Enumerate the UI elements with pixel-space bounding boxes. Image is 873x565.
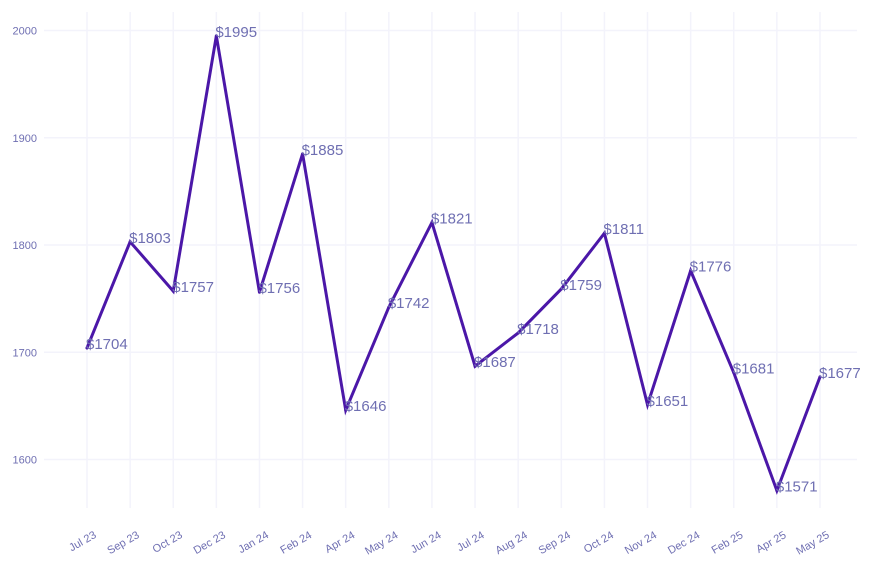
data-point: [387, 305, 391, 309]
data-point: [171, 289, 175, 293]
data-point: [473, 364, 477, 368]
data-point: [85, 346, 89, 350]
series: [85, 34, 822, 495]
x-tick-label: Jul 24: [455, 529, 486, 554]
x-tick-label: Jun 24: [409, 529, 444, 556]
data-label: $1776: [690, 259, 732, 276]
y-tick-label: 2000: [13, 26, 37, 38]
x-tick-label: Apr 24: [323, 529, 357, 556]
data-point: [732, 371, 736, 375]
data-point: [214, 34, 218, 38]
data-point: [818, 375, 822, 379]
data-label: $1687: [474, 354, 516, 371]
data-label: $1995: [215, 24, 257, 41]
x-tick-label: Jul 23: [67, 529, 98, 554]
x-tick-label: Feb 25: [710, 529, 746, 557]
y-tick-label: 1600: [13, 455, 37, 467]
x-tick-label: May 24: [363, 529, 400, 557]
data-label: $1704: [86, 336, 128, 353]
data-labels: $1704 $1803 $1757 $1995 $1756 $1885 $1646 $1742…: [86, 24, 861, 496]
x-tick-label: Sep 24: [537, 529, 573, 557]
x-tick-label: Dec 23: [192, 529, 228, 557]
data-label: $1821: [431, 210, 473, 227]
x-tick-label: Dec 24: [666, 529, 702, 557]
x-tick-label: Feb 24: [278, 529, 314, 557]
data-label: $1651: [647, 393, 689, 410]
x-tick-label: Aug 24: [493, 529, 529, 557]
data-label: $1571: [776, 479, 818, 496]
data-point: [559, 287, 563, 291]
y-tick-label: 1900: [13, 133, 37, 145]
data-point: [689, 269, 693, 273]
data-point: [430, 220, 434, 224]
data-label: $1756: [258, 280, 300, 297]
data-label: $1646: [345, 398, 387, 415]
series-line: [85, 35, 822, 495]
y-tick-label: 1800: [13, 240, 37, 252]
data-label: $1803: [129, 230, 171, 247]
x-axis: Jul 23 Sep 23 Oct 23 Dec 23 Jan 24 Feb 24 Apr …: [67, 529, 831, 557]
y-axis: 1600 1700 1800 1900 2000: [13, 26, 37, 467]
data-label: $1742: [388, 295, 430, 312]
data-point: [516, 331, 520, 335]
x-tick-label: Oct 24: [582, 529, 616, 556]
data-label: $1759: [560, 277, 602, 294]
gridlines: [44, 12, 857, 508]
data-point: [646, 403, 650, 407]
x-tick-label: Nov 24: [623, 529, 659, 557]
data-point: [301, 152, 305, 156]
data-point: [602, 231, 606, 235]
x-tick-label: Apr 25: [754, 529, 788, 556]
x-tick-label: Jan 24: [236, 529, 271, 556]
y-tick-label: 1700: [13, 347, 37, 359]
x-tick-label: May 25: [794, 529, 831, 557]
x-tick-label: Sep 23: [105, 529, 141, 557]
data-point: [344, 408, 348, 412]
data-point: [128, 240, 132, 244]
data-point: [257, 290, 261, 294]
data-label: $1677: [819, 365, 861, 382]
data-label: $1885: [302, 142, 344, 159]
x-tick-label: Oct 23: [151, 529, 185, 556]
data-label: $1718: [517, 321, 559, 338]
data-label: $1811: [603, 221, 644, 238]
data-label: $1757: [172, 279, 214, 296]
data-point: [775, 489, 779, 493]
data-label: $1681: [733, 361, 775, 378]
